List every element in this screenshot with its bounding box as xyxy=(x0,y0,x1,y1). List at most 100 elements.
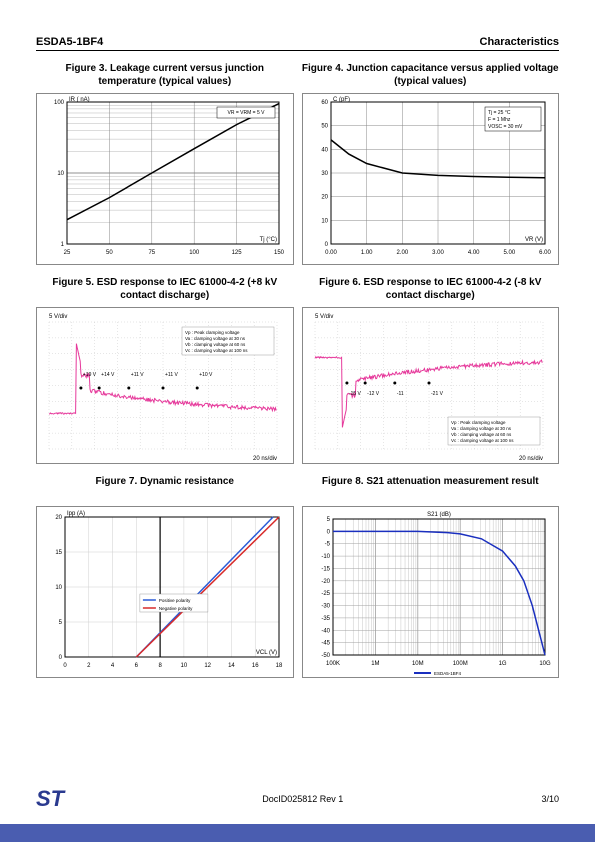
fig6-chart: 5 V/div20 ns/divVp : Peak clamping volta… xyxy=(302,307,560,464)
svg-text:50: 50 xyxy=(321,124,328,130)
svg-text:Vb : clamping voltage at 60 ns: Vb : clamping voltage at 60 ns xyxy=(185,342,246,347)
svg-text:10G: 10G xyxy=(539,661,551,667)
svg-text:2: 2 xyxy=(87,663,91,669)
svg-text:Ipp (A): Ipp (A) xyxy=(67,511,85,517)
page-header: ESDA5-1BF4 Characteristics xyxy=(36,36,559,51)
svg-text:10: 10 xyxy=(181,663,188,669)
svg-text:ESDA5-1BF4: ESDA5-1BF4 xyxy=(434,671,462,676)
svg-text:5 V/div: 5 V/div xyxy=(49,314,67,320)
svg-text:100M: 100M xyxy=(452,661,467,667)
svg-text:+14 V: +14 V xyxy=(101,372,115,378)
svg-text:Vc : clamping voltage at 100 n: Vc : clamping voltage at 100 ns xyxy=(185,348,248,353)
fig7-title: Figure 7. Dynamic resistance xyxy=(36,476,294,502)
svg-text:20: 20 xyxy=(321,195,328,201)
footer-stripe xyxy=(0,824,595,842)
svg-text:-11: -11 xyxy=(396,391,403,397)
svg-text:5: 5 xyxy=(326,517,330,523)
fig5-title: Figure 5. ESD response to IEC 61000-4-2 … xyxy=(36,277,294,303)
part-number: ESDA5-1BF4 xyxy=(36,36,103,48)
svg-text:0.00: 0.00 xyxy=(325,250,337,256)
svg-text:10M: 10M xyxy=(411,661,423,667)
svg-text:100K: 100K xyxy=(325,661,339,667)
svg-text:0: 0 xyxy=(326,529,330,535)
svg-text:-25: -25 xyxy=(321,591,330,597)
section-title: Characteristics xyxy=(480,36,560,48)
svg-text:-12 V: -12 V xyxy=(367,391,380,397)
svg-text:100: 100 xyxy=(54,100,65,106)
svg-text:1G: 1G xyxy=(498,661,506,667)
svg-text:-15: -15 xyxy=(321,566,330,572)
svg-text:-45: -45 xyxy=(321,641,330,647)
svg-text:+19 V: +19 V xyxy=(83,372,97,378)
svg-text:10: 10 xyxy=(57,171,64,177)
svg-text:+10 V: +10 V xyxy=(199,372,213,378)
svg-text:12: 12 xyxy=(204,663,211,669)
svg-text:25: 25 xyxy=(64,250,71,256)
svg-text:8: 8 xyxy=(158,663,162,669)
svg-text:75: 75 xyxy=(148,250,155,256)
st-logo: ST xyxy=(36,786,64,812)
svg-text:-21 V: -21 V xyxy=(431,391,444,397)
svg-text:4.00: 4.00 xyxy=(467,250,479,256)
svg-text:4: 4 xyxy=(111,663,115,669)
svg-text:C (pF): C (pF) xyxy=(333,97,350,103)
svg-text:0: 0 xyxy=(324,242,328,248)
svg-text:Positive polarity: Positive polarity xyxy=(159,598,191,603)
svg-text:1: 1 xyxy=(61,242,65,248)
svg-text:5.00: 5.00 xyxy=(503,250,515,256)
svg-text:20: 20 xyxy=(55,515,62,521)
svg-text:-20: -20 xyxy=(321,579,330,585)
svg-text:5: 5 xyxy=(59,620,63,626)
svg-text:2.00: 2.00 xyxy=(396,250,408,256)
svg-text:3.00: 3.00 xyxy=(432,250,444,256)
svg-text:-15 V: -15 V xyxy=(348,391,361,397)
svg-text:-10: -10 xyxy=(321,554,330,560)
svg-text:0: 0 xyxy=(63,663,67,669)
fig8-chart: 100K 1M 10M 100M 1G 10G 5 0 -5 -10 -15 -20 -25 -30 -35… xyxy=(302,506,560,678)
fig3-title: Figure 3. Leakage current versus junctio… xyxy=(36,63,294,89)
fig3-chart: 255075100125150110100IR ( nA)Tj (°C)VR =… xyxy=(36,93,294,265)
svg-text:40: 40 xyxy=(321,147,328,153)
svg-text:Tj = 25 °C: Tj = 25 °C xyxy=(488,110,511,116)
svg-text:30: 30 xyxy=(321,171,328,177)
svg-text:50: 50 xyxy=(106,250,113,256)
svg-text:1.00: 1.00 xyxy=(360,250,372,256)
svg-text:-5: -5 xyxy=(324,542,330,548)
svg-text:100: 100 xyxy=(189,250,200,256)
svg-text:-35: -35 xyxy=(321,616,330,622)
svg-text:VR = VRM = 5 V: VR = VRM = 5 V xyxy=(228,110,266,116)
svg-text:-40: -40 xyxy=(321,628,330,634)
svg-text:VOSC = 30 mV: VOSC = 30 mV xyxy=(488,124,523,130)
svg-text:Va : clamping voltage at 30 ns: Va : clamping voltage at 30 ns xyxy=(185,336,246,341)
svg-text:Va : clamping voltage at 30 ns: Va : clamping voltage at 30 ns xyxy=(451,426,512,431)
svg-text:125: 125 xyxy=(232,250,243,256)
page-footer: ST DocID025812 Rev 1 3/10 xyxy=(0,782,595,842)
svg-text:20 ns/div: 20 ns/div xyxy=(253,456,277,462)
svg-text:Vc : clamping voltage at 100 n: Vc : clamping voltage at 100 ns xyxy=(451,438,514,443)
svg-text:+11 V: +11 V xyxy=(131,372,144,378)
page-number: 3/10 xyxy=(541,794,559,804)
svg-text:10: 10 xyxy=(55,585,62,591)
svg-text:14: 14 xyxy=(228,663,235,669)
svg-text:Negative polarity: Negative polarity xyxy=(159,606,193,611)
svg-text:+11 V: +11 V xyxy=(165,372,178,378)
svg-text:IR ( nA): IR ( nA) xyxy=(69,97,90,103)
svg-text:10: 10 xyxy=(321,218,328,224)
svg-text:150: 150 xyxy=(274,250,285,256)
svg-text:6.00: 6.00 xyxy=(539,250,551,256)
svg-text:Vp : Peak clamping voltage: Vp : Peak clamping voltage xyxy=(185,330,240,335)
svg-text:-50: -50 xyxy=(321,653,330,659)
svg-text:VCL (V): VCL (V) xyxy=(256,650,277,656)
svg-text:1M: 1M xyxy=(371,661,379,667)
row-figs-3-4: Figure 3. Leakage current versus junctio… xyxy=(36,63,559,265)
svg-text:F = 1 Mhz: F = 1 Mhz xyxy=(488,117,511,123)
svg-text:S21 (dB): S21 (dB) xyxy=(427,512,451,518)
svg-text:-30: -30 xyxy=(321,604,330,610)
fig5-chart: 5 V/div 20 ns/div Vp : Peak clamping volta… xyxy=(36,307,294,464)
fig7-chart: 02468101214161805101520Ipp (A)VCL (V)Pos… xyxy=(36,506,294,678)
fig4-chart: 0.001.002.003.004.005.006.00010203040506… xyxy=(302,93,560,265)
svg-text:0: 0 xyxy=(59,655,63,661)
fig6-title: Figure 6. ESD response to IEC 61000-4-2 … xyxy=(302,277,560,303)
fig4-title: Figure 4. Junction capacitance versus ap… xyxy=(302,63,560,89)
row-figs-7-8: Figure 7. Dynamic resistance 02468101214… xyxy=(36,476,559,678)
